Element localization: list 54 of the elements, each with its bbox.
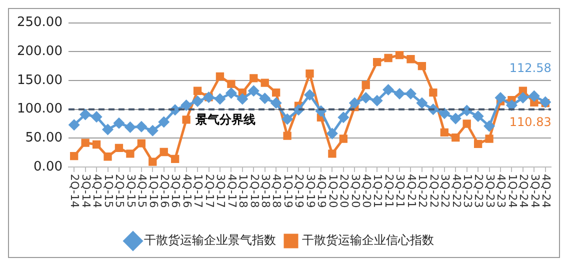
x-tick-label: 1Q-17: [192, 174, 205, 208]
y-tick-label: 250.00: [16, 15, 62, 30]
x-tick-label: 2Q-17: [202, 174, 216, 208]
y-tick-label: 0.00: [34, 159, 62, 174]
x-tick-label: 2Q-20: [338, 174, 351, 208]
x-tick-label: 3Q-20: [348, 174, 362, 208]
x-tick-label: 4Q-15: [136, 174, 149, 208]
legend-label: 干散货运输企业景气指数: [144, 233, 276, 248]
annotation: 112.58: [509, 61, 552, 76]
y-tick-label: 200.00: [16, 44, 62, 60]
x-tick-label: 2Q-15: [113, 174, 126, 208]
x-tick-label: 1Q-21: [371, 174, 384, 208]
x-tick-label: 3Q-21: [394, 174, 407, 208]
x-tick-label: 2Q-21: [382, 174, 396, 208]
x-tick-label: 4Q-24: [540, 174, 553, 208]
legend-label: 干散货运输企业信心指数: [302, 233, 434, 248]
x-tick-label: 4Q-20: [360, 174, 373, 208]
x-tick-label: 4Q-23: [494, 174, 508, 208]
x-tick-label: 4Q-19: [315, 174, 328, 208]
x-tick-label: 2Q-24: [517, 174, 530, 208]
x-tick-label: 4Q-16: [180, 174, 194, 208]
x-tick-label: 2Q-19: [292, 174, 306, 208]
x-tick-label: 4Q-22: [450, 174, 463, 208]
x-tick-label: 3Q-23: [483, 174, 496, 208]
x-tick-label: 1Q-18: [236, 174, 250, 208]
x-tick-label: 1Q-19: [281, 174, 294, 208]
x-tick-label: 1Q-16: [146, 174, 160, 208]
x-tick-label: 3Q-24: [528, 174, 542, 208]
x-tick-label: 3Q-22: [438, 174, 452, 208]
x-tick-label: 2Q-16: [158, 174, 172, 208]
x-tick-label: 2Q-14: [68, 174, 82, 208]
x-tick-label: 2Q-23: [472, 174, 486, 208]
x-tick-label: 3Q-14: [79, 174, 92, 208]
y-tick-label: 50.00: [25, 130, 62, 146]
x-tick-label: 4Q-21: [404, 174, 418, 208]
y-tick-label: 150.00: [16, 72, 62, 88]
x-tick-label: 3Q-15: [124, 174, 138, 208]
x-tick-label: 3Q-18: [259, 174, 272, 208]
x-tick-label: 1Q-23: [460, 174, 474, 208]
x-tick-label: 4Q-18: [270, 174, 284, 208]
x-tick-label: 3Q-17: [214, 174, 228, 208]
x-tick-label: 4Q-17: [225, 174, 238, 208]
x-tick-label: 2Q-18: [248, 174, 261, 208]
x-tick-label: 2Q-22: [427, 174, 440, 208]
x-tick-label: 3Q-19: [304, 174, 317, 208]
annotation: 110.83: [509, 115, 552, 130]
ref-line-label: 景气分界线: [194, 112, 256, 126]
x-tick-label: 1Q-24: [506, 174, 519, 208]
x-tick-label: 3Q-16: [169, 174, 182, 208]
x-tick-label: 1Q-22: [416, 174, 430, 208]
x-tick-label: 1Q-20: [326, 174, 340, 208]
x-tick-label: 1Q-15: [102, 174, 115, 208]
x-tick-label: 4Q-14: [90, 174, 104, 208]
y-tick-label: 100.00: [16, 102, 62, 117]
